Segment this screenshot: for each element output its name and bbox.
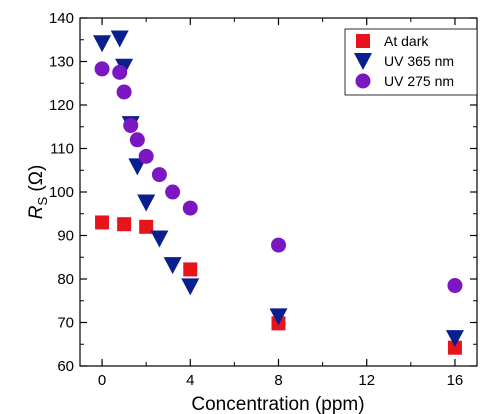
- legend-label: At dark: [384, 33, 429, 49]
- legend-marker: [354, 53, 372, 70]
- y-axis-unit: (Ω): [26, 165, 47, 197]
- data-point: [151, 167, 167, 183]
- data-point: [181, 278, 200, 296]
- x-tick-label: 4: [186, 372, 194, 389]
- data-point: [269, 308, 288, 326]
- series-1: [93, 30, 464, 348]
- axis-ticks: [80, 17, 477, 367]
- data-point: [271, 237, 286, 253]
- x-axis-title: Concentration (ppm): [191, 394, 364, 414]
- y-tick-label: 90: [57, 228, 74, 245]
- data-point: [137, 194, 156, 212]
- data-point: [138, 148, 154, 164]
- y-axis-title: RS (Ω): [26, 165, 50, 220]
- data-point: [150, 230, 169, 248]
- x-tick-label: 0: [98, 372, 106, 389]
- data-point: [116, 84, 132, 100]
- data-point: [94, 61, 110, 77]
- data-point: [183, 262, 198, 277]
- data-point: [165, 184, 181, 200]
- y-tick-label: 80: [57, 271, 74, 288]
- data-point: [182, 200, 198, 216]
- data-point: [445, 330, 464, 348]
- legend-label: UV 275 nm: [384, 73, 454, 89]
- data-point: [139, 219, 154, 234]
- data-point: [447, 278, 463, 294]
- y-axis-symbol: R: [26, 205, 47, 219]
- data-point: [163, 257, 182, 275]
- data-point: [129, 132, 145, 148]
- data-point: [112, 64, 128, 80]
- y-tick-label: 100: [49, 184, 74, 201]
- y-tick-label: 130: [49, 54, 74, 71]
- tick-labels: 0 4 8 12 16 60 70 80 90 100 110 120 130 140: [49, 10, 463, 389]
- y-tick-label: 120: [49, 97, 74, 114]
- y-tick-label: 110: [50, 141, 74, 158]
- data-point: [128, 158, 147, 176]
- legend: At dark UV 365 nm UV 275 nm: [344, 28, 478, 96]
- data-points: [93, 30, 464, 355]
- y-tick-label: 70: [57, 315, 74, 332]
- series-2: [94, 61, 463, 294]
- data-point: [123, 117, 139, 133]
- series-0: [95, 215, 462, 355]
- legend-marker: [356, 34, 370, 48]
- data-point: [95, 215, 110, 230]
- data-point: [117, 217, 132, 232]
- legend-label: UV 365 nm: [384, 53, 454, 69]
- x-tick-label: 12: [358, 372, 375, 389]
- x-tick-label: 8: [274, 372, 282, 389]
- legend-marker: [355, 73, 371, 89]
- y-tick-label: 60: [57, 358, 74, 375]
- y-axis-subscript: S: [35, 197, 50, 206]
- data-point: [93, 35, 112, 53]
- x-tick-label: 16: [447, 372, 464, 389]
- data-point: [110, 30, 129, 48]
- y-tick-label: 140: [49, 10, 74, 27]
- data-point: [447, 340, 462, 355]
